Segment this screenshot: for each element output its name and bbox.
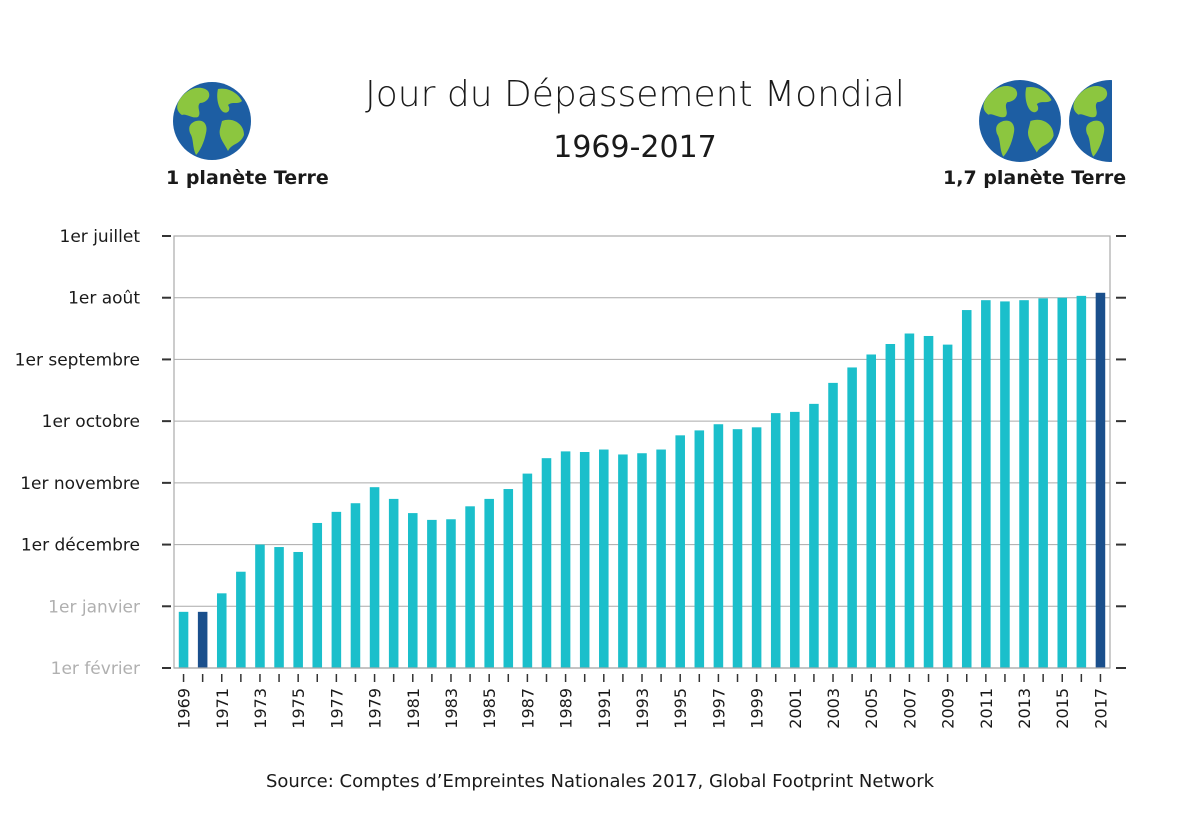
bar-1988 xyxy=(541,458,552,668)
bar-2007 xyxy=(904,333,915,668)
bar-1995 xyxy=(675,435,685,668)
bar-2009 xyxy=(942,344,953,668)
bar-2015 xyxy=(1057,297,1068,668)
bar-2002 xyxy=(809,403,819,668)
y-tick-label: 1er décembre xyxy=(21,536,140,556)
y-tick-label: 1er août xyxy=(68,289,140,309)
x-tick-label: 2011 xyxy=(977,688,996,729)
bar-1975 xyxy=(293,551,303,668)
x-tick-label: 1991 xyxy=(595,688,614,729)
bar-1984 xyxy=(465,506,475,668)
bar-2000 xyxy=(770,413,781,668)
bar-2003 xyxy=(828,382,838,668)
x-tick-label: 2017 xyxy=(1091,688,1110,729)
x-tick-label: 1979 xyxy=(366,688,385,729)
left-planet-label: 1 planète Terre xyxy=(166,167,329,189)
bar-1989 xyxy=(560,451,571,668)
bar-1994 xyxy=(656,449,666,668)
y-tick-label: 1er septembre xyxy=(15,350,140,370)
bar-2011 xyxy=(981,300,991,668)
bar-1998 xyxy=(732,429,743,668)
bar-1996 xyxy=(694,430,705,668)
x-tick-label: 1987 xyxy=(518,688,537,729)
x-tick-label: 1985 xyxy=(480,688,499,729)
bar-2008 xyxy=(923,335,934,668)
x-tick-label: 1995 xyxy=(671,688,690,729)
y-tick-label: 1er octobre xyxy=(42,412,140,432)
bar-2012 xyxy=(1000,301,1010,668)
earth-globe-icon xyxy=(979,80,1061,162)
bar-1987 xyxy=(522,473,533,668)
source-note: Source: Comptes d’Empreintes Nationales … xyxy=(265,771,935,792)
bar-1980 xyxy=(388,498,399,668)
bar-1969 xyxy=(178,611,189,668)
bar-1974 xyxy=(274,547,284,668)
x-tick-label: 1971 xyxy=(213,688,232,729)
bar-2010 xyxy=(961,310,972,668)
x-tick-label: 1993 xyxy=(633,688,652,729)
earth-globe-icon xyxy=(173,82,251,160)
bar-1981 xyxy=(408,513,418,668)
bar-2016 xyxy=(1076,295,1087,668)
bar-2014 xyxy=(1038,298,1048,668)
bar-1971 xyxy=(216,593,227,668)
bar-2013 xyxy=(1019,300,1029,668)
right-planet-label: 1,7 planète Terre xyxy=(943,167,1127,189)
x-tick-label: 2007 xyxy=(900,688,919,729)
bar-1993 xyxy=(637,453,647,668)
bar-2006 xyxy=(885,344,896,668)
bar-1986 xyxy=(503,489,514,668)
x-tick-label: 1977 xyxy=(327,688,346,729)
x-tick-label: 1983 xyxy=(442,688,461,729)
bar-1991 xyxy=(599,449,609,668)
bar-1976 xyxy=(312,522,323,668)
x-tick-label: 2015 xyxy=(1053,688,1072,729)
partial-earth-globe-icon xyxy=(1068,79,1112,163)
bar-1990 xyxy=(579,452,590,668)
x-tick-label: 1997 xyxy=(709,688,728,729)
bar-1997 xyxy=(713,424,724,668)
bar-1970 xyxy=(197,611,208,668)
x-tick-label: 1989 xyxy=(557,688,576,729)
y-tick-label: 1er novembre xyxy=(20,474,140,494)
bar-1979 xyxy=(369,487,380,668)
bar-1985 xyxy=(484,498,494,668)
x-tick-label: 2013 xyxy=(1015,688,1034,729)
bar-2005 xyxy=(866,354,876,668)
bar-1999 xyxy=(751,427,762,668)
y-tick-label: 1er février xyxy=(51,659,140,679)
y-tick-label: 1er janvier xyxy=(48,597,140,617)
chart-title: Jour du Dépassement Mondial xyxy=(365,74,905,115)
bar-1982 xyxy=(427,519,437,668)
x-tick-label: 1981 xyxy=(404,688,423,729)
x-tick-label: 1969 xyxy=(175,688,194,729)
x-tick-label: 2003 xyxy=(824,688,843,729)
bar-1978 xyxy=(350,503,361,668)
x-tick-label: 1973 xyxy=(251,688,270,729)
bar-1973 xyxy=(255,544,265,668)
x-tick-label: 1975 xyxy=(289,688,308,729)
bar-2004 xyxy=(847,367,857,668)
bar-1977 xyxy=(331,511,342,668)
y-tick-label: 1er juillet xyxy=(60,227,141,247)
x-tick-label: 2005 xyxy=(862,688,881,729)
bar-2017 xyxy=(1095,292,1106,668)
x-tick-label: 2009 xyxy=(939,688,958,729)
x-tick-label: 1999 xyxy=(748,688,767,729)
x-tick-label: 2001 xyxy=(786,688,805,729)
bar-1992 xyxy=(618,454,628,668)
chart-subtitle: 1969-2017 xyxy=(553,130,717,165)
bar-1983 xyxy=(446,519,456,668)
bar-2001 xyxy=(790,411,800,668)
bar-1972 xyxy=(236,571,246,668)
